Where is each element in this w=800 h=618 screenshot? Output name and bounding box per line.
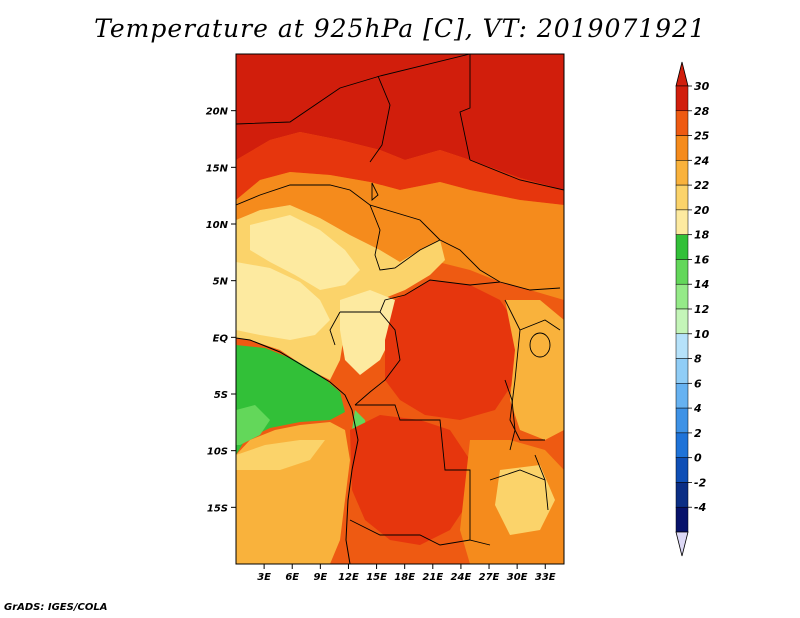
colorbar-label: 16 <box>694 253 710 266</box>
colorbar-swatch <box>675 333 689 359</box>
colorbar-label: 25 <box>694 130 710 143</box>
colorbar-swatch <box>675 110 689 136</box>
colorbar-label: 22 <box>694 179 710 192</box>
colorbar-swatch <box>675 308 689 335</box>
colorbar-swatch <box>675 160 689 186</box>
temperature-field <box>236 54 564 564</box>
colorbar-label: 12 <box>694 303 710 316</box>
colorbar-swatch <box>675 234 689 260</box>
colorbar-swatch <box>675 184 689 211</box>
colorbar-label: -2 <box>694 476 707 489</box>
colorbar-label: 14 <box>694 278 709 291</box>
colorbar-swatch <box>675 383 689 409</box>
colorbar-label: 8 <box>694 353 702 366</box>
colorbar-label: 4 <box>693 402 702 415</box>
y-tick-label: 10N <box>206 220 229 231</box>
colorbar-label: 28 <box>694 105 710 118</box>
colorbar-label: -4 <box>694 501 706 514</box>
x-axis: 3E 6E 9E 12E 15E 18E 21E 24E 27E 30E 33E <box>257 564 556 583</box>
x-tick-label: 24E <box>451 572 472 583</box>
y-tick-label: EQ <box>213 333 229 344</box>
y-tick-label: 20N <box>206 107 229 118</box>
colorbar-swatch <box>675 482 689 508</box>
colorbar-label: 10 <box>694 328 710 341</box>
colorbar-swatch <box>675 283 689 310</box>
colorbar-swatch <box>675 358 689 384</box>
plot-frame <box>235 53 565 565</box>
colorbar-swatch <box>675 135 689 161</box>
colorbar-label: 18 <box>694 229 710 242</box>
colorbar-over-arrow <box>675 61 689 87</box>
x-tick-label: 9E <box>313 572 327 583</box>
y-axis: 20N 15N 10N 5N EQ 5S 10S 15S <box>206 107 236 514</box>
x-tick-label: 27E <box>479 572 500 583</box>
y-tick-label: 15N <box>206 163 229 174</box>
x-tick-label: 21E <box>422 572 443 583</box>
y-tick-label: 15S <box>207 503 228 514</box>
colorbar-label: 0 <box>694 452 702 465</box>
colorbar-under-arrow <box>675 531 689 557</box>
colorbar-swatch <box>675 407 689 434</box>
grads-credit: GrADS: IGES/COLA <box>4 602 108 613</box>
x-tick-label: 6E <box>285 572 299 583</box>
x-tick-label: 30E <box>507 572 528 583</box>
x-tick-label: 18E <box>394 572 415 583</box>
colorbar-swatch <box>675 209 689 235</box>
colorbar-label: 30 <box>694 80 710 93</box>
y-tick-label: 5S <box>214 390 228 401</box>
colorbar-swatch <box>675 457 689 483</box>
colorbar-swatch <box>675 259 689 285</box>
x-tick-label: 12E <box>338 572 359 583</box>
colorbar-label: 20 <box>694 204 710 217</box>
chart-title: Temperature at 925hPa [C], VT: 201907192… <box>94 14 706 43</box>
colorbar-label: 2 <box>694 427 702 440</box>
colorbar-swatch <box>675 506 689 533</box>
colorbar-swatch <box>675 85 689 112</box>
x-tick-label: 33E <box>535 572 556 583</box>
colorbar-label: 24 <box>694 154 709 167</box>
y-tick-label: 10S <box>207 447 228 458</box>
colorbar-label: 6 <box>694 377 702 390</box>
x-tick-label: 3E <box>257 572 271 583</box>
x-tick-label: 15E <box>366 572 387 583</box>
colorbar-swatch <box>675 432 689 458</box>
y-tick-label: 5N <box>213 277 229 288</box>
